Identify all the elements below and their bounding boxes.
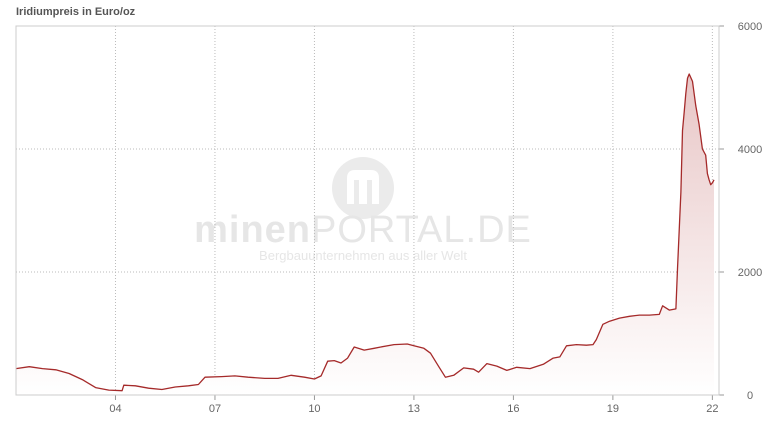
watermark-tagline: Bergbauunternehmen aus aller Welt <box>259 248 467 263</box>
watermark-logo-mark <box>347 170 379 204</box>
watermark-brand-light: PORTAL.DE <box>311 209 532 251</box>
label-layer: 04 07 10 13 16 19 22 0 2000 4000 6000 <box>109 21 762 415</box>
y-tick-label: 4000 <box>738 144 762 156</box>
x-tick-label: 13 <box>408 403 420 415</box>
series-layer <box>15 73 715 395</box>
x-tick-label: 19 <box>607 403 619 415</box>
watermark-brand-bold: minen <box>194 209 311 251</box>
watermark-brand: minenPORTAL.DE <box>194 209 532 251</box>
frame-layer <box>15 25 724 400</box>
y-tick-label: 6000 <box>738 21 762 33</box>
x-tick-label: 16 <box>507 403 519 415</box>
watermark: minenPORTAL.DE Bergbauunternehmen aus al… <box>194 157 532 263</box>
y-tick-label: 0 <box>747 390 753 402</box>
grid-layer <box>16 26 719 395</box>
y-tick-label: 2000 <box>738 267 762 279</box>
x-tick-label: 07 <box>209 403 221 415</box>
series-line <box>15 73 715 392</box>
x-tick-label: 04 <box>109 403 121 415</box>
series-area <box>16 74 714 395</box>
plot-frame <box>15 25 720 396</box>
x-tick-label: 10 <box>308 403 320 415</box>
chart-title: Iridiumpreis in Euro/oz <box>16 6 136 18</box>
x-tick-label: 22 <box>706 403 718 415</box>
